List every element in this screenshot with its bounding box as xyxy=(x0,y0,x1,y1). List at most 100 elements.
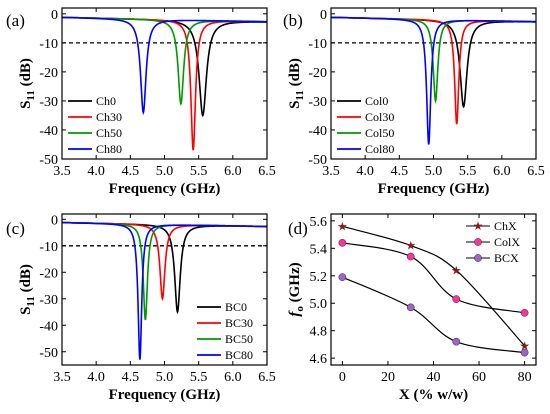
series-BCX-point xyxy=(406,303,415,312)
series-Ch50-line xyxy=(62,16,267,107)
legend-label: BC50 xyxy=(225,332,253,346)
legend-label: Col30 xyxy=(365,110,394,124)
series-Ch0-line xyxy=(62,16,267,117)
y-tick-label: -20 xyxy=(308,66,327,81)
y-tick-label: 0 xyxy=(51,213,58,228)
series-BCX-point xyxy=(452,337,461,346)
series-group xyxy=(342,225,526,354)
x-tick-label: 60 xyxy=(472,370,486,385)
y-axis-title: S11 (dB) xyxy=(287,58,306,109)
y-tick-label: -10 xyxy=(39,240,58,255)
series-ChX-point: ★ xyxy=(451,263,462,277)
legend-marker xyxy=(474,254,482,262)
x-tick-label: 6.0 xyxy=(224,370,242,385)
y-tick-label: -40 xyxy=(39,319,58,334)
x-tick-label: 6.5 xyxy=(258,164,276,179)
legend-label: BC80 xyxy=(225,348,253,362)
x-tick-label: 4.0 xyxy=(356,164,374,179)
x-tick-label: 5.5 xyxy=(459,164,477,179)
legend-label: Ch50 xyxy=(96,126,122,140)
panel-label: (a) xyxy=(6,11,25,30)
y-tick-label: 4.8 xyxy=(310,325,328,340)
x-tick-label: 5.5 xyxy=(190,164,208,179)
series-group xyxy=(62,221,267,360)
series-ColX-point xyxy=(406,252,415,261)
x-axis-title: Frequency (GHz) xyxy=(378,181,490,197)
x-tick-label: 80 xyxy=(518,370,532,385)
y-tick-label: 0 xyxy=(51,8,58,23)
legend-marker xyxy=(474,238,482,246)
legend: BC0 BC30 BC50 BC80 xyxy=(197,300,253,362)
legend: Ch0 Ch30 Ch50 Ch80 xyxy=(68,94,122,156)
y-tick-label: 5.0 xyxy=(310,297,328,312)
series-ColX-line xyxy=(342,242,525,314)
y-tick-label: -10 xyxy=(308,37,327,52)
x-tick-label: 4.5 xyxy=(122,370,140,385)
y-tick-label: -30 xyxy=(39,95,58,110)
series-Col80-line xyxy=(331,16,536,145)
x-tick-label: 4.0 xyxy=(87,370,105,385)
plot-frame xyxy=(61,213,268,366)
y-axis-title: S11 (dB) xyxy=(18,58,37,109)
series-ChX-point: ★ xyxy=(405,239,416,253)
legend-label: Ch30 xyxy=(96,110,122,124)
y-tick-label: -30 xyxy=(39,293,58,308)
y-tick-label: 4.6 xyxy=(310,352,328,367)
x-axis-title: Frequency (GHz) xyxy=(109,387,221,403)
legend-label: Col50 xyxy=(365,126,394,140)
legend-label: BC0 xyxy=(225,300,247,314)
legend-label: Col80 xyxy=(365,142,394,156)
y-tick-label: -50 xyxy=(39,346,58,361)
x-tick-label: 6.5 xyxy=(527,164,545,179)
plot-frame xyxy=(61,7,268,160)
y-tick-label: -30 xyxy=(308,95,327,110)
series-Ch30-line xyxy=(62,16,267,151)
y-tick-label: -20 xyxy=(39,66,58,81)
panel-label: (b) xyxy=(283,11,303,30)
series-BC80-line xyxy=(62,221,267,360)
series-ColX-point xyxy=(338,239,347,247)
x-tick-label: 6.0 xyxy=(493,164,511,179)
series-group xyxy=(62,16,267,151)
panel-label: (d) xyxy=(288,219,308,238)
series-Ch80-line xyxy=(62,16,267,115)
x-tick-label: 3.5 xyxy=(53,370,71,385)
series-ChX-point: ★ xyxy=(337,219,348,233)
x-tick-label: 4.5 xyxy=(122,164,140,179)
y-tick-label: -50 xyxy=(39,153,58,168)
legend: ★ ChX ColX BCX xyxy=(466,219,520,265)
series-BC30-line xyxy=(62,221,267,302)
series-BCX-line xyxy=(342,276,525,354)
panel-d: (d) 0 20 40 60 80 4.6 4.8 5.0 5.2 5.4 5.6 ★ ★ ★ ★ X (% w… xyxy=(287,213,537,403)
y-tick-label: 5.2 xyxy=(310,270,328,285)
y-tick-label: -10 xyxy=(39,37,58,52)
legend-label: BCX xyxy=(494,251,519,265)
series-BCX-point xyxy=(520,348,529,357)
plot-frame xyxy=(330,213,537,366)
y-tick-label: -50 xyxy=(308,153,327,168)
series-group xyxy=(331,16,536,145)
x-tick-label: 3.5 xyxy=(53,164,71,179)
legend-label: ChX xyxy=(494,219,517,233)
legend-label: Col0 xyxy=(365,94,388,108)
x-tick-label: 3.5 xyxy=(322,164,340,179)
x-axis-title: Frequency (GHz) xyxy=(109,181,221,197)
series-ColX-point xyxy=(520,309,529,317)
legend-marker: ★ xyxy=(473,219,484,233)
legend-label: BC30 xyxy=(225,316,253,330)
x-tick-label: 40 xyxy=(427,370,441,385)
x-tick-label: 4.5 xyxy=(391,164,409,179)
panel-b: (b) 3.5 4.0 4.5 5.0 5.5 6.0 6.5 0 -10 -20 -30 -40 -50… xyxy=(283,7,545,197)
y-axis-title: fo (GHz) xyxy=(287,262,306,316)
series-ChX-point: ★ xyxy=(519,339,530,353)
plot-frame xyxy=(330,7,537,160)
x-tick-label: 6.5 xyxy=(258,370,276,385)
series-ColX-point xyxy=(452,295,461,303)
series-Col50-line xyxy=(331,16,536,104)
y-tick-label: -20 xyxy=(39,266,58,281)
series-ChX-line xyxy=(342,225,526,347)
x-tick-label: 20 xyxy=(381,370,395,385)
y-tick-label: 0 xyxy=(320,8,327,23)
y-tick-label: 5.6 xyxy=(310,215,328,230)
